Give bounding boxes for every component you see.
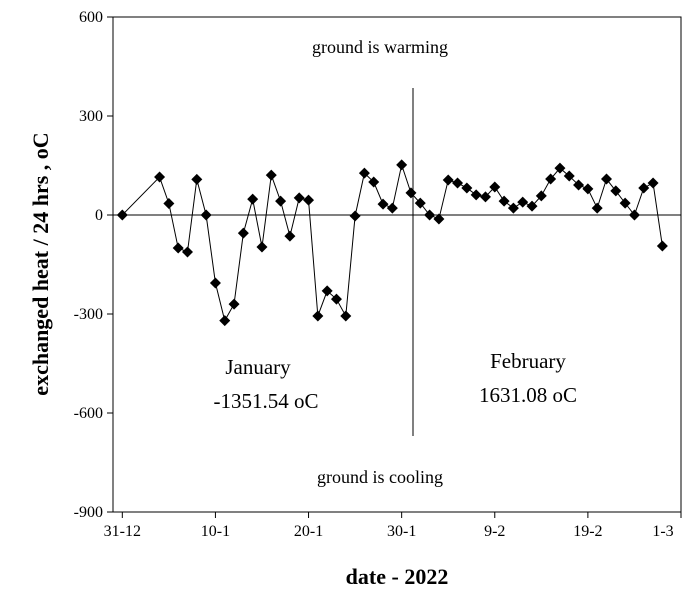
marker [610,185,622,197]
annotation: ground is warming [312,37,448,57]
marker [414,197,426,209]
x-tick-label: 31-12 [104,523,141,540]
x-tick-label: 20-1 [294,523,323,540]
marker [303,194,315,206]
marker [405,187,417,199]
marker [200,209,212,221]
marker [116,209,128,221]
marker [377,198,389,210]
annotation: February [490,349,566,373]
marker [228,298,240,310]
marker [368,176,380,188]
marker [172,242,184,254]
marker [563,170,575,182]
marker [545,173,557,185]
marker [265,169,277,181]
marker [424,209,436,221]
x-tick-label: 1-3 [652,523,673,540]
y-tick-label: 0 [95,207,103,224]
marker [386,202,398,214]
marker [591,202,603,214]
x-tick-label: 9-2 [484,523,505,540]
marker [461,182,473,194]
marker [573,179,585,191]
marker [284,230,296,242]
marker [656,240,668,252]
marker [163,197,175,209]
marker [517,196,529,208]
x-tick-label: 30-1 [387,523,416,540]
marker [479,191,491,203]
y-tick-label: -600 [74,405,103,422]
marker [628,209,640,221]
marker [340,310,352,322]
y-tick-label: -900 [74,504,103,521]
marker [498,195,510,207]
marker [219,315,231,327]
marker [321,285,333,297]
marker [507,202,519,214]
marker [256,241,268,253]
data-line [121,162,663,322]
x-axis-title: date - 2022 [346,564,449,589]
annotation: -1351.54 oC [214,389,319,413]
marker [247,193,259,205]
y-tick-label: 600 [79,9,103,26]
marker [275,195,287,207]
marker [526,200,538,212]
marker [191,173,203,185]
marker [433,213,445,225]
marker [181,246,193,258]
marker [442,174,454,186]
marker [396,159,408,171]
marker [330,293,342,305]
marker [638,182,650,194]
plot-frame [112,16,682,513]
marker [647,177,659,189]
marker [470,189,482,201]
marker [554,162,566,174]
marker [237,227,249,239]
annotation: 1631.08 oC [479,383,577,407]
x-tick-label: 10-1 [201,523,230,540]
y-axis-title: exchanged heat / 24 hrs , oC [28,132,53,395]
marker [582,183,594,195]
marker [489,181,501,193]
marker [535,190,547,202]
marker [209,277,221,289]
marker [452,177,464,189]
marker [601,173,613,185]
marker [312,310,324,322]
y-tick-label: 300 [79,108,103,125]
marker [619,197,631,209]
marker [358,167,370,179]
marker [293,192,305,204]
annotation: ground is cooling [317,467,443,487]
annotation: January [225,355,291,379]
x-tick-label: 19-2 [573,523,602,540]
y-tick-label: -300 [74,306,103,323]
marker [154,171,166,183]
marker [349,210,361,222]
